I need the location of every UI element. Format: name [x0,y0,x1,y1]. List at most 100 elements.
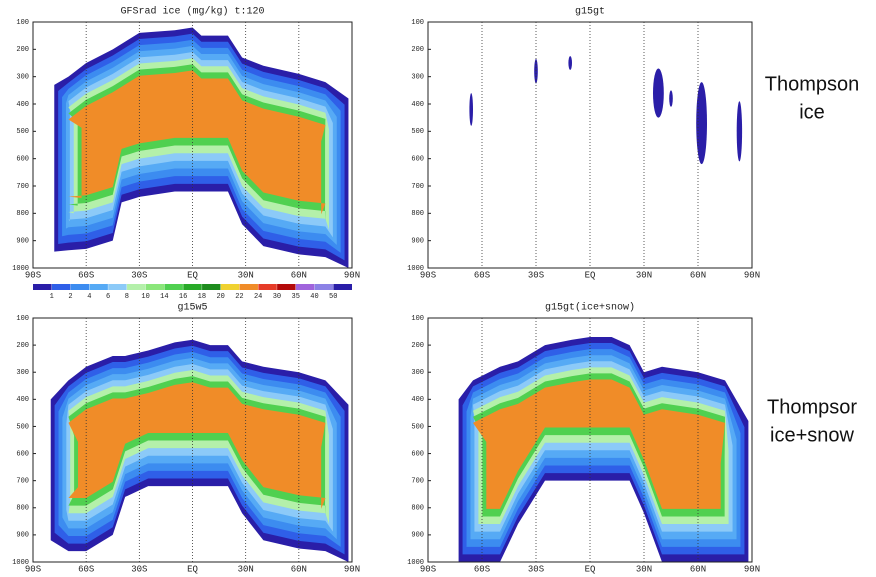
colorbar-swatch [239,284,259,290]
colorbar-label: 30 [273,293,281,301]
x-tick-label: 60N [690,270,706,280]
y-tick-label: 500 [16,423,29,431]
colorbar-swatch [126,284,146,290]
panel: GFSrad ice (mg/kg) t:120 100 200 300 400 500 6… [12,6,360,301]
y-tick-label: 100 [16,315,29,323]
colorbar-swatch [33,284,52,290]
y-tick-label: 700 [16,183,29,191]
x-tick-label: 60S [474,270,490,280]
colorbar-swatch [145,284,165,290]
contour-blob [469,93,474,126]
colorbar-swatch [220,284,240,290]
x-tick-label: 60S [78,270,94,280]
x-tick-label: 30S [131,270,147,280]
y-tick-label: 1000 [12,559,29,567]
chart-title: GFSrad ice (mg/kg) t:120 [120,6,264,18]
x-tick-label: 90S [420,270,436,280]
y-tick-label: 300 [411,369,424,377]
y-tick-label: 900 [411,238,424,246]
colorbar-label: 18 [198,293,206,301]
contour-field [469,56,743,165]
y-tick-label: 200 [411,342,424,350]
colorbar-label: 8 [125,293,129,301]
colorbar-swatch [276,284,296,290]
colorbar-swatch [183,284,202,290]
contour-blob [653,68,664,118]
x-tick-label: 90N [344,270,360,280]
x-tick-label: 60S [78,564,94,574]
x-tick-label: 60N [291,270,307,280]
colorbar-label: 20 [216,293,224,301]
annotation: Thompsor [767,396,857,418]
x-tick-label: EQ [585,564,596,574]
y-tick-label: 100 [411,315,424,323]
chart-title: g15gt [575,7,605,18]
y-tick-label: 900 [411,532,424,540]
x-tick-label: 90S [25,270,41,280]
chart-title: g15gt(ice+snow) [545,302,635,314]
y-tick-label: 1000 [407,265,424,273]
x-tick-label: 90S [420,564,436,574]
colorbar-label: 6 [106,293,110,301]
y-tick-label: 900 [16,532,29,540]
contour-field [50,339,349,562]
panel: g15gt(ice+snow) 100 200 300 400 500 600 700 800 9… [407,302,857,575]
x-tick-label: 60N [291,564,307,574]
x-tick-label: 60S [474,564,490,574]
y-tick-label: 800 [16,505,29,513]
y-tick-label: 1000 [407,559,424,567]
colorbar-label: 4 [87,293,91,301]
colorbar-swatch [70,284,90,290]
colorbar-swatch [51,284,71,290]
y-tick-label: 200 [16,342,29,350]
colorbar-swatch [333,284,352,290]
y-tick-label: 500 [411,423,424,431]
y-tick-label: 400 [16,101,29,109]
y-tick-label: 400 [411,396,424,404]
y-tick-label: 600 [411,156,424,164]
x-tick-label: 90N [344,564,360,574]
colorbar-label: 14 [160,293,168,301]
y-tick-label: 700 [411,183,424,191]
colorbar-swatch [89,284,109,290]
colorbar-label: 22 [235,293,243,301]
chart-title: g15w5 [177,303,207,314]
y-tick-label: 200 [16,46,29,54]
annotation: Thompson [765,73,860,95]
y-tick-label: 300 [16,369,29,377]
contour-blob [736,101,743,162]
y-tick-label: 100 [16,19,29,27]
y-tick-label: 600 [411,450,424,458]
colorbar-label: 50 [329,293,337,301]
y-tick-label: 600 [16,156,29,164]
x-tick-label: EQ [187,564,198,574]
x-tick-label: 90N [744,270,760,280]
contour-blob [669,90,673,107]
annotation: ice [799,101,825,123]
x-tick-label: 90N [744,564,760,574]
colorbar-swatch [258,284,277,290]
contour-blob [568,56,572,70]
y-tick-label: 300 [411,74,424,82]
contour-field [54,27,349,268]
annotation: ice+snow [770,424,854,446]
y-tick-label: 800 [16,210,29,218]
y-tick-label: 700 [16,478,29,486]
y-tick-label: 400 [16,396,29,404]
colorbar-label: 35 [292,293,300,301]
colorbar-swatch [314,284,334,290]
y-tick-label: 800 [411,505,424,513]
x-tick-label: EQ [585,270,596,280]
y-tick-label: 800 [411,210,424,218]
contour-band [68,382,326,509]
y-tick-label: 500 [16,128,29,136]
colorbar-label: 1 [50,293,54,301]
contour-blob [696,82,707,165]
colorbar-swatch [201,284,221,290]
x-tick-label: 30N [636,564,652,574]
contour-field [458,336,749,562]
y-tick-label: 1000 [12,265,29,273]
colorbar-label: 2 [68,293,72,301]
